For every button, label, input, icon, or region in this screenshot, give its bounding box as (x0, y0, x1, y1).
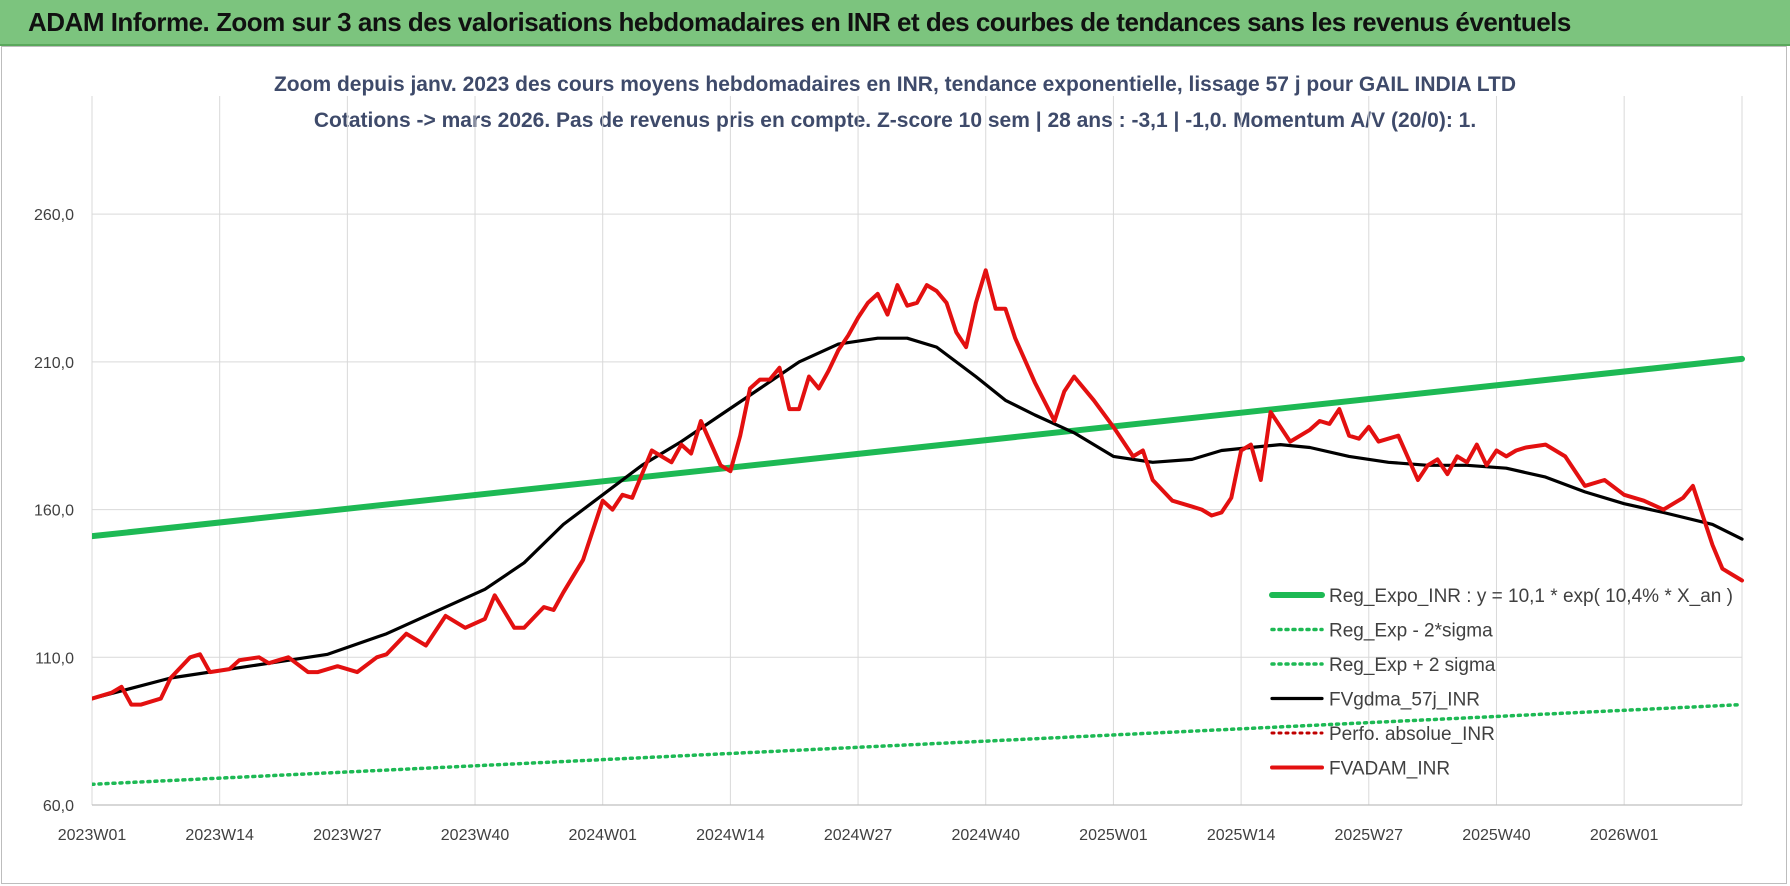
banner-title: ADAM Informe. Zoom sur 3 ans des valoris… (28, 7, 1571, 37)
legend-label: Reg_Expo_INR : y = 10,1 * exp( 10,4% * X… (1329, 586, 1733, 607)
x-tick-label: 2023W27 (313, 827, 382, 844)
legend-label: Perfo. absolue_INR (1329, 724, 1495, 745)
x-tick-label: 2025W27 (1335, 827, 1404, 844)
x-tick-label: 2024W40 (952, 827, 1021, 844)
series-lines (92, 0, 1745, 787)
adam-value-line (92, 268, 1744, 707)
x-tick-label: 2026W01 (1590, 827, 1659, 844)
y-tick-label: 110,0 (35, 650, 74, 667)
x-tick-label: 2023W01 (58, 827, 127, 844)
x-tick-label: 2025W01 (1079, 827, 1148, 844)
legend-label: FVADAM_INR (1329, 759, 1450, 780)
y-tick-label: 60,0 (43, 798, 74, 815)
lower-band-line (92, 702, 1744, 787)
y-tick-label: 160,0 (34, 503, 74, 520)
x-tick-label: 2025W40 (1462, 827, 1531, 844)
trend-line (92, 355, 1745, 540)
chart-title-line-2: Cotations -> mars 2026. Pas de revenus p… (313, 109, 1477, 132)
y-tick-label: 260,0 (34, 207, 74, 224)
x-tick-label: 2023W14 (185, 827, 254, 844)
legend: Reg_Expo_INR : y = 10,1 * exp( 10,4% * X… (1269, 586, 1733, 780)
legend-label: Reg_Exp + 2 sigma (1329, 655, 1496, 676)
legend-label: FVgdma_57j_INR (1329, 690, 1480, 711)
x-tick-label: 2024W27 (824, 827, 893, 844)
chart-title-line-1: Zoom depuis janv. 2023 des cours moyens … (273, 73, 1517, 96)
smoothed-line (92, 336, 1744, 701)
legend-label: Reg_Exp - 2*sigma (1329, 621, 1493, 642)
axes: 60,0 110,0 160,0 210,0 260,0 2023W01 2023W14 20… (34, 207, 1742, 844)
upper-band-line (92, 0, 1742, 90)
x-tick-label: 2024W01 (568, 827, 637, 844)
chart-frame (1, 46, 1787, 884)
y-tick-label: 210,0 (34, 355, 74, 372)
x-tick-label: 2023W40 (441, 827, 510, 844)
x-tick-label: 2024W14 (696, 827, 765, 844)
title-banner: ADAM Informe. Zoom sur 3 ans des valoris… (0, 0, 1790, 46)
x-tick-label: 2025W14 (1207, 827, 1276, 844)
